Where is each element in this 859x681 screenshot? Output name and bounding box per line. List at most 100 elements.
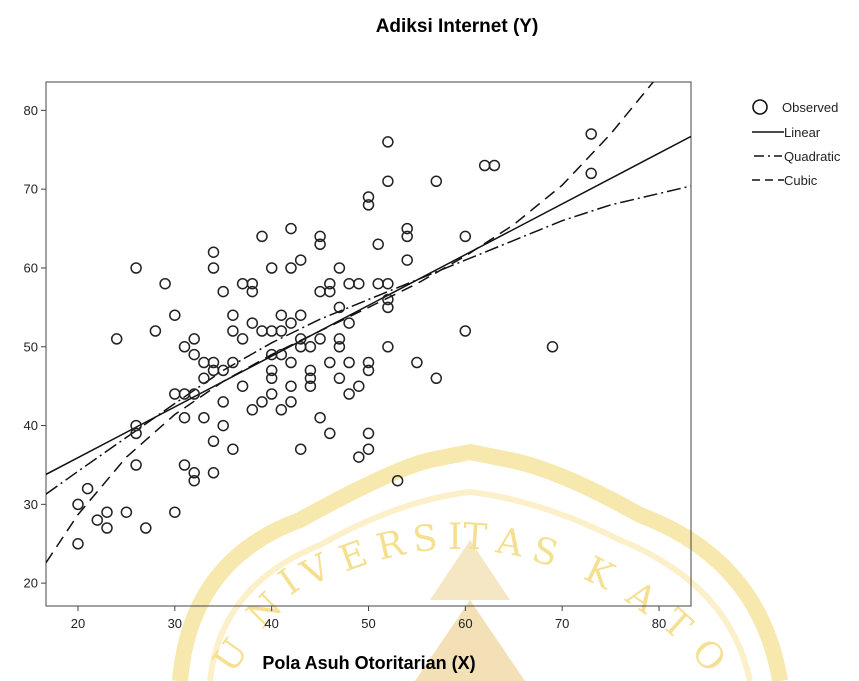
observed-point xyxy=(382,136,394,148)
observed-point xyxy=(149,325,162,337)
observed-point xyxy=(362,356,375,369)
observed-point xyxy=(246,317,259,329)
observed-point xyxy=(217,364,229,377)
observed-point xyxy=(256,230,268,243)
observed-point xyxy=(304,380,317,392)
observed-point xyxy=(324,356,336,369)
observed-point xyxy=(130,427,142,440)
y-tick-label: 30 xyxy=(24,497,38,512)
observed-point xyxy=(159,277,171,290)
observed-point xyxy=(207,435,220,448)
observed-point xyxy=(343,277,355,290)
observed-point xyxy=(110,333,123,345)
svg-text:A: A xyxy=(492,520,527,565)
observed-point xyxy=(188,388,200,400)
observed-point xyxy=(246,404,259,416)
observed-point xyxy=(265,325,278,337)
observed-point xyxy=(285,317,297,329)
observed-point xyxy=(333,301,346,314)
observed-point xyxy=(72,498,84,511)
observed-point xyxy=(275,325,288,337)
observed-point xyxy=(391,474,404,487)
observed-point xyxy=(285,380,297,392)
observed-point xyxy=(256,325,268,337)
y-tick-label: 70 xyxy=(24,182,38,197)
observed-point xyxy=(372,238,384,251)
observed-point xyxy=(169,506,181,518)
observed-point xyxy=(217,285,229,298)
observed-point xyxy=(227,356,239,369)
observed-point xyxy=(130,459,142,471)
observed-point xyxy=(169,309,181,321)
observed-point xyxy=(198,356,210,369)
observed-point xyxy=(227,325,239,337)
y-tick-label: 50 xyxy=(24,339,38,354)
x-tick-label: 20 xyxy=(71,616,85,631)
legend: Observed Linear Quadratic Cubic xyxy=(752,99,841,188)
observed-point xyxy=(343,356,355,369)
legend-cubic: Cubic xyxy=(784,173,818,188)
observed-point xyxy=(430,372,443,385)
observed-point xyxy=(188,333,200,345)
x-tick-label: 80 xyxy=(652,616,666,631)
observed-point xyxy=(362,427,375,440)
observed-point xyxy=(324,277,336,290)
y-tick-label: 60 xyxy=(24,260,38,275)
observed-point xyxy=(246,277,259,290)
observed-point xyxy=(178,411,191,424)
svg-text:S: S xyxy=(411,518,440,561)
observed-point xyxy=(130,262,142,274)
observed-point xyxy=(372,277,384,290)
observed-point xyxy=(362,199,375,211)
svg-text:I: I xyxy=(448,517,462,558)
observed-points xyxy=(72,128,597,550)
watermark: U N I V E R S I T A S K A T O xyxy=(172,443,788,681)
legend-observed-marker xyxy=(752,99,768,115)
observed-point xyxy=(333,333,346,345)
linear-fit-line xyxy=(46,135,691,476)
observed-point xyxy=(382,175,394,188)
observed-point xyxy=(246,285,259,298)
observed-point xyxy=(304,364,317,377)
observed-point xyxy=(265,388,278,400)
observed-point xyxy=(314,285,326,298)
observed-point xyxy=(488,159,501,172)
observed-point xyxy=(72,538,84,550)
observed-point xyxy=(294,333,307,345)
observed-point xyxy=(333,372,346,385)
observed-point xyxy=(178,459,191,471)
y-tick-label: 40 xyxy=(24,418,38,433)
observed-point xyxy=(188,474,200,487)
observed-point xyxy=(91,514,104,526)
legend-observed: Observed xyxy=(782,100,838,115)
observed-point xyxy=(198,411,210,424)
x-tick-label: 30 xyxy=(168,616,182,631)
observed-point xyxy=(382,341,394,353)
observed-point xyxy=(314,333,326,345)
legend-linear: Linear xyxy=(784,125,821,140)
y-axis: 20 30 40 50 60 70 80 xyxy=(24,103,46,591)
observed-point xyxy=(217,396,229,408)
observed-point xyxy=(275,404,288,416)
observed-point xyxy=(227,309,239,321)
observed-point xyxy=(343,317,355,329)
x-tick-label: 60 xyxy=(458,616,472,631)
observed-point xyxy=(304,372,317,385)
observed-point xyxy=(362,191,375,203)
observed-point xyxy=(140,522,152,534)
observed-point xyxy=(353,277,365,290)
observed-point xyxy=(430,175,443,188)
observed-point xyxy=(178,341,191,353)
observed-point xyxy=(285,396,297,408)
observed-point xyxy=(333,341,346,353)
observed-point xyxy=(382,301,394,314)
observed-point xyxy=(411,356,423,369)
observed-point xyxy=(294,443,307,455)
svg-text:K: K xyxy=(578,549,621,598)
x-tick-label: 40 xyxy=(264,616,278,631)
cubic-fit-line xyxy=(46,82,655,564)
chart-title: Adiksi Internet (Y) xyxy=(376,16,539,37)
observed-point xyxy=(130,419,142,432)
observed-point xyxy=(265,364,278,377)
